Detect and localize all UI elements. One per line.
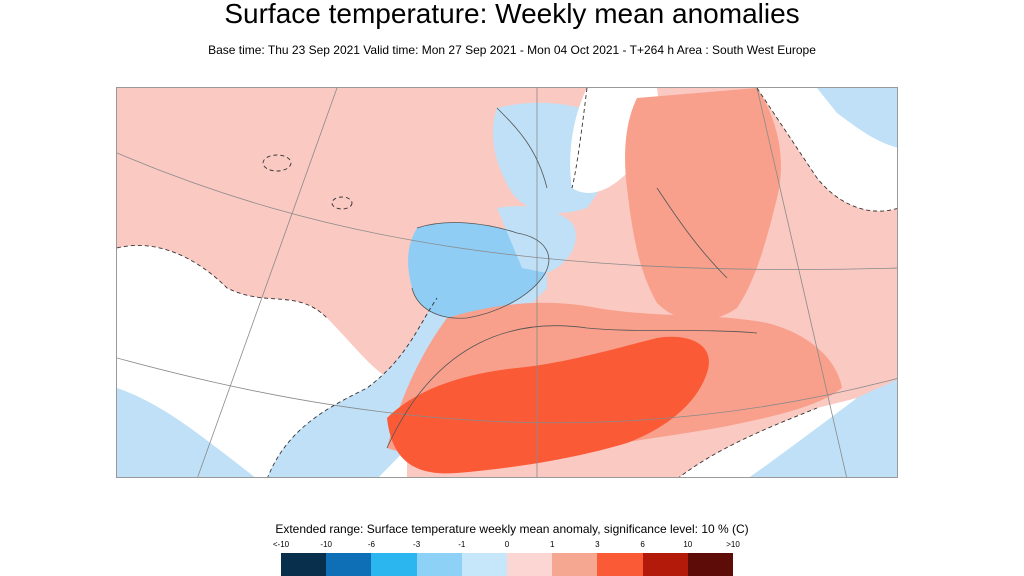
italy-salmon xyxy=(625,88,781,321)
legend-swatch xyxy=(326,553,372,576)
legend-swatch xyxy=(507,553,553,576)
legend-tick: >10 xyxy=(726,540,740,549)
legend-tick: -10 xyxy=(320,540,332,549)
chart-subtitle: Base time: Thu 23 Sep 2021 Valid time: M… xyxy=(208,43,816,57)
legend-swatch xyxy=(597,553,643,576)
coastlines xyxy=(386,107,758,449)
legend-swatch xyxy=(281,553,327,576)
legend-tick: 1 xyxy=(549,540,555,549)
sahara-red xyxy=(387,336,709,474)
legend-title: Extended range: Surface temperature week… xyxy=(275,522,749,536)
legend-swatch xyxy=(552,553,598,576)
legend-tick: -3 xyxy=(413,540,421,549)
graticule xyxy=(117,88,897,477)
legend-swatch xyxy=(416,553,462,576)
anomaly-map xyxy=(116,87,898,478)
legend-tick: 6 xyxy=(640,540,645,549)
map-svg xyxy=(117,88,897,477)
legend-colorbar xyxy=(281,553,734,576)
atlantic-blue-strip xyxy=(117,388,255,477)
legend-swatch xyxy=(461,553,508,576)
legend-tick: -1 xyxy=(458,540,466,549)
chart-title: Surface temperature: Weekly mean anomali… xyxy=(224,0,800,29)
legend-ticks: <-10 -10 -6 -3 -1 0 1 3 6 10 >10 xyxy=(273,540,740,551)
legend-tick: 3 xyxy=(595,540,600,549)
legend-tick: <-10 xyxy=(272,540,290,549)
legend-tick: 10 xyxy=(683,540,693,549)
legend-tick: 0 xyxy=(504,540,510,549)
legend-swatch xyxy=(642,553,688,576)
significance-contours xyxy=(117,88,897,477)
southeast-white xyxy=(679,398,857,477)
legend-swatch xyxy=(687,553,734,576)
legend-swatch xyxy=(371,553,417,576)
legend-tick: -6 xyxy=(367,540,375,549)
northeast-blue xyxy=(817,88,897,148)
